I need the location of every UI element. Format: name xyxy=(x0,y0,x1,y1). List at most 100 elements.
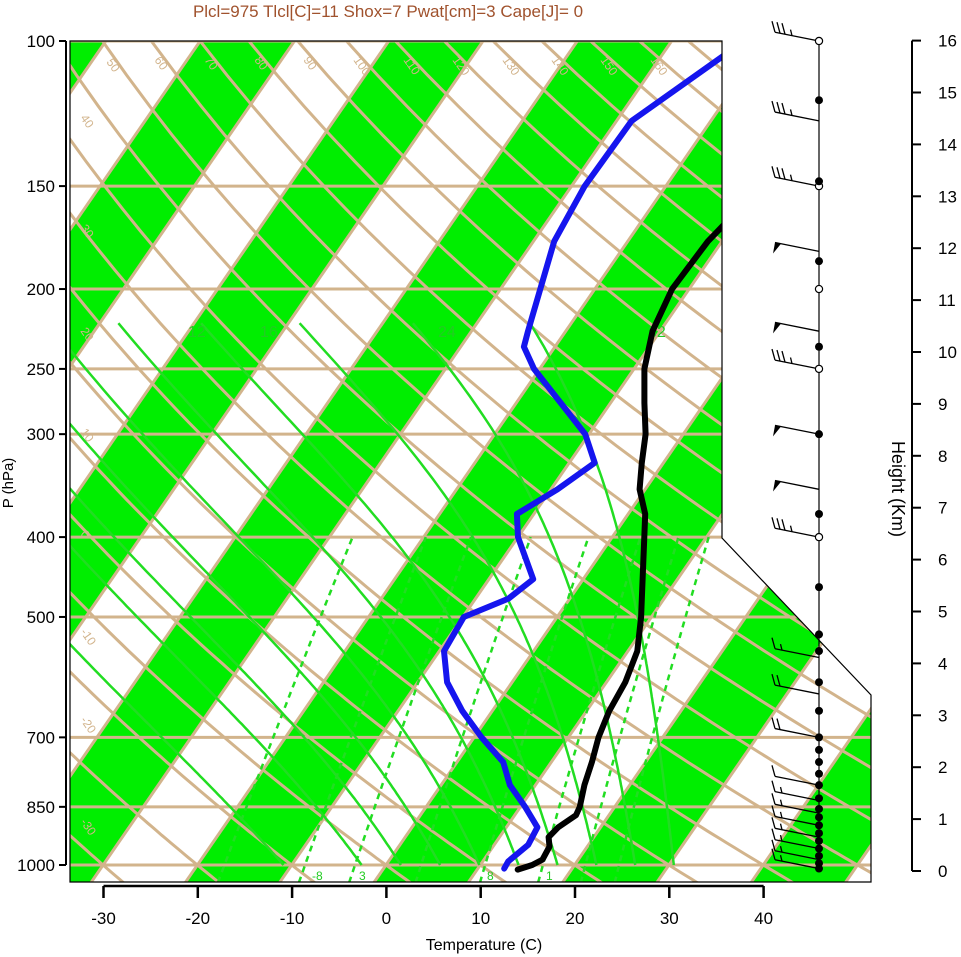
dry-adiabat-label: 10 xyxy=(741,531,769,559)
wind-barb xyxy=(773,241,820,254)
dry-adiabat-line xyxy=(0,3,31,886)
mixing-ratio-label: -8 xyxy=(312,869,323,883)
wind-barb xyxy=(771,517,820,538)
pressure-tick-label: 200 xyxy=(27,280,55,299)
height-tick-label: 0 xyxy=(938,862,947,881)
chart-title: Plcl=975 Tlcl[C]=11 Shox=7 Pwat[cm]=3 Ca… xyxy=(193,2,583,21)
pressure-tick-label: 100 xyxy=(27,32,55,51)
x-axis-label: Temperature (C) xyxy=(426,937,542,954)
mixing-ratio-line xyxy=(297,536,427,882)
mixing-ratio-line xyxy=(216,536,354,882)
y-axis-label: P (hPa) xyxy=(0,458,17,509)
pressure-tick-label: 150 xyxy=(27,177,55,196)
wind-barb xyxy=(771,100,820,122)
sounding-profiles xyxy=(441,41,871,873)
wind-barb xyxy=(771,717,820,738)
x-tick-label: -30 xyxy=(91,909,116,928)
height-tick-label: 11 xyxy=(938,291,956,310)
isotherm-label: -10 xyxy=(78,626,100,649)
dry-adiabat-line xyxy=(70,41,871,882)
wind-barb xyxy=(771,817,820,838)
wind-barb xyxy=(771,21,820,42)
height-tick-label: 12 xyxy=(938,239,957,258)
isotherm-line xyxy=(653,41,871,882)
x-tick-label: 40 xyxy=(754,909,773,928)
height-marker-filled xyxy=(815,430,823,439)
pressure-axis: 100 150 200 250 300 400 500 700 850 1000 xyxy=(17,32,67,875)
height-marker-filled xyxy=(815,836,823,845)
plot-area: 50 60 70 80 90 100 110 120 130 140 150 160403020100… xyxy=(0,3,871,886)
background-band xyxy=(562,41,871,882)
isotherm-label: 90 xyxy=(301,54,320,73)
mixing-ratio-label: 1 xyxy=(546,869,553,883)
height-tick-label: 9 xyxy=(938,395,947,414)
height-tick-label: 3 xyxy=(938,706,947,725)
isotherm-label: 130 xyxy=(500,54,523,79)
x-tick-label: -20 xyxy=(186,909,211,928)
isotherm-label: 60 xyxy=(152,54,171,73)
isotherm-line xyxy=(0,3,38,886)
isotherm-line xyxy=(70,41,417,882)
plot-border xyxy=(69,40,872,883)
height-marker-filled xyxy=(815,821,823,830)
height-marker-filled xyxy=(815,769,823,778)
height-axis-label: Height (Km) xyxy=(888,441,908,537)
pressure-tick-label: 850 xyxy=(27,798,55,817)
height-marker-filled xyxy=(815,781,823,790)
mixing-ratio-lines xyxy=(216,536,710,882)
height-marker-filled xyxy=(815,829,823,838)
pressure-tick-label: 250 xyxy=(27,360,55,379)
wind-barb xyxy=(771,166,820,187)
height-marker-filled xyxy=(815,177,823,186)
wind-barb xyxy=(771,828,820,850)
height-tick-label: 5 xyxy=(938,603,947,622)
x-tick-label: -10 xyxy=(280,909,305,928)
height-marker-filled xyxy=(815,733,823,742)
pressure-tick-label: 400 xyxy=(27,528,55,547)
background-band xyxy=(751,41,871,882)
height-marker-filled xyxy=(815,706,823,715)
moist-adiabat-line xyxy=(70,322,481,866)
x-tick-label: 10 xyxy=(471,909,490,928)
dewpoint-profile-line xyxy=(441,41,748,872)
x-tick-label: 0 xyxy=(382,909,391,928)
height-tick-label: 8 xyxy=(938,447,947,466)
wind-barb xyxy=(771,348,820,370)
height-marker-filled xyxy=(815,859,823,868)
mixing-ratio-label: 8 xyxy=(487,869,494,883)
wind-barb xyxy=(771,780,820,802)
isotherm-label: 50 xyxy=(104,56,123,75)
isotherm-line xyxy=(70,41,322,882)
height-marker-filled xyxy=(815,678,823,687)
height-tick-label: 6 xyxy=(938,551,947,570)
dry-adiabat-line xyxy=(70,41,512,882)
isotherm-line xyxy=(181,41,794,882)
moist-adiabat-line xyxy=(200,322,559,866)
height-marker-filled xyxy=(815,257,823,266)
dry-adiabat-line xyxy=(218,41,871,882)
isotherm-line xyxy=(70,41,228,882)
height-marker-filled xyxy=(815,851,823,860)
wind-barb xyxy=(771,839,820,861)
wind-barb xyxy=(771,637,820,659)
dry-adiabat-label: 0 xyxy=(721,457,741,479)
wind-barb xyxy=(771,848,820,870)
height-marker-filled xyxy=(815,794,823,803)
isotherm-line xyxy=(370,41,871,882)
moist-adiabat-line xyxy=(298,322,598,866)
x-tick-label: 30 xyxy=(660,909,679,928)
isotherm-line xyxy=(70,41,605,882)
height-tick-label: 15 xyxy=(938,84,957,103)
height-marker-filled xyxy=(815,804,823,813)
height-tick-label: 10 xyxy=(938,343,957,362)
mixing-ratio-line xyxy=(613,536,710,882)
pressure-tick-label: 500 xyxy=(27,608,55,627)
height-marker-filled xyxy=(815,630,823,639)
dry-adiabat-line xyxy=(70,41,225,882)
dry-adiabat-line xyxy=(70,41,704,882)
height-marker-open xyxy=(814,532,824,542)
moist-adiabat-label: 16 xyxy=(260,324,278,341)
height-tick-label: 4 xyxy=(938,654,947,673)
